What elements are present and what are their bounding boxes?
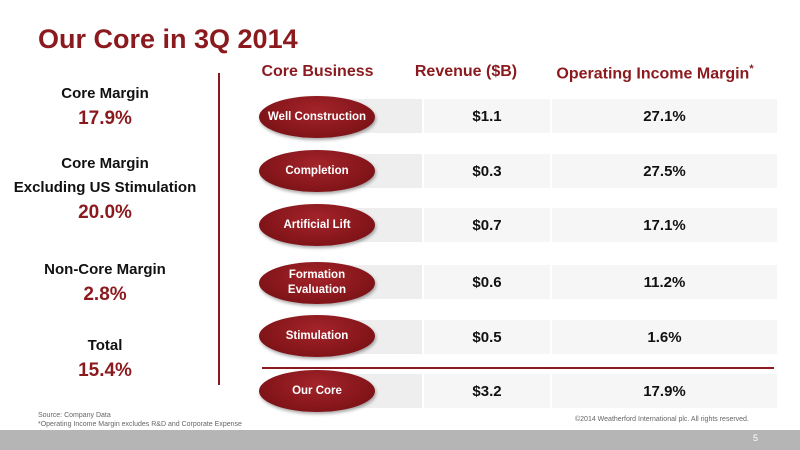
metric-value: 15.4%	[78, 360, 132, 381]
business-pill-our-core: Our Core	[259, 370, 375, 412]
header-operating-margin: Operating Income Margin*	[540, 63, 770, 83]
total-divider	[262, 367, 774, 369]
footer-bar: 5	[0, 430, 800, 450]
header-operating-margin-label: Operating Income Margin	[556, 65, 750, 83]
header-core-business: Core Business	[261, 63, 374, 80]
revenue-cell: $0.7	[422, 208, 550, 242]
revenue-cell: $1.1	[422, 99, 550, 133]
business-pill-artificial-lift: Artificial Lift	[259, 204, 375, 246]
margin-cell: 17.1%	[550, 208, 777, 242]
revenue-cell: $0.3	[422, 154, 550, 188]
metric-value: 2.8%	[83, 284, 127, 305]
business-pill-completion: Completion	[259, 150, 375, 192]
margin-cell: 27.5%	[550, 154, 777, 188]
source-note: Source: Company Data	[38, 412, 111, 419]
business-pill-stimulation: Stimulation	[259, 315, 375, 357]
copyright-text: ©2014 Weatherford International plc. All…	[575, 416, 749, 423]
metric-core-margin-ex-us: Core Margin Excluding US Stimulation 20.…	[0, 152, 210, 226]
business-pill-well-construction: Well Construction	[259, 96, 375, 138]
margin-footnote: *Operating Income Margin excludes R&D an…	[38, 421, 242, 428]
divider-line	[218, 73, 220, 385]
revenue-cell: $0.5	[422, 320, 550, 354]
margin-cell: 1.6%	[550, 320, 777, 354]
metric-non-core-margin: Non-Core Margin 2.8%	[0, 258, 210, 308]
metric-label: Non-Core Margin	[44, 261, 166, 278]
metric-label: Core Margin	[61, 85, 149, 102]
metric-value: 17.9%	[78, 108, 132, 129]
revenue-cell: $0.6	[422, 265, 550, 299]
metric-label: Total	[87, 337, 123, 354]
business-pill-formation-evaluation: Formation Evaluation	[259, 262, 375, 304]
slide-title: Our Core in 3Q 2014	[38, 24, 298, 54]
footnote-marker: *	[749, 63, 754, 75]
header-revenue: Revenue ($B)	[414, 63, 518, 80]
margin-cell-total: 17.9%	[550, 374, 777, 408]
metric-label-sub: Excluding US Stimulation	[13, 179, 197, 196]
metric-total: Total 15.4%	[0, 334, 210, 384]
metric-label: Core Margin	[61, 155, 149, 172]
margin-cell: 11.2%	[550, 265, 777, 299]
page-number: 5	[752, 433, 758, 443]
revenue-cell-total: $3.2	[422, 374, 550, 408]
metric-core-margin: Core Margin 17.9%	[0, 82, 210, 132]
margin-cell: 27.1%	[550, 99, 777, 133]
metric-value: 20.0%	[78, 202, 132, 223]
